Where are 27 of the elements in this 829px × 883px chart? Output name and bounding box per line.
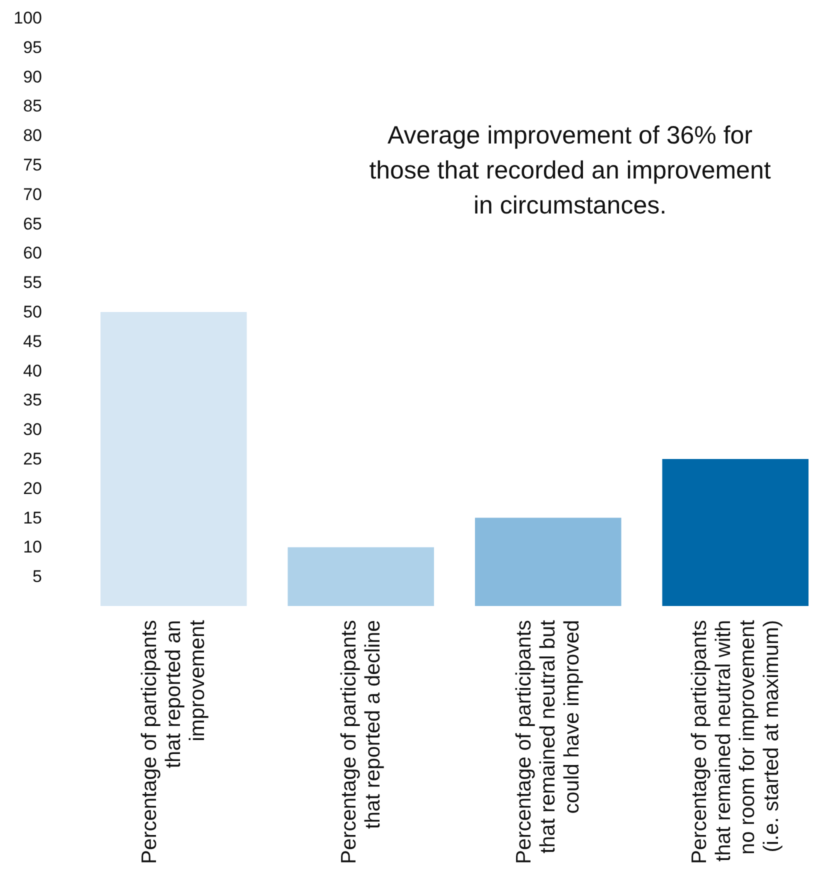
y-tick-label: 35 [23, 390, 42, 410]
y-tick-label: 40 [23, 361, 42, 380]
bar [662, 459, 809, 606]
y-tick-label: 70 [23, 184, 42, 204]
y-tick-label: 90 [23, 67, 42, 86]
y-tick-label: 15 [23, 508, 42, 528]
y-tick-label: 45 [23, 332, 42, 351]
y-tick-label: 100 [14, 8, 42, 28]
x-tick-label: Percentage of participants that reported an improvement [138, 620, 210, 864]
y-tick-label: 75 [23, 156, 42, 174]
y-tick-label: 25 [23, 450, 42, 468]
bar [288, 547, 434, 606]
y-tick-label: 30 [23, 420, 42, 440]
x-tick-label: Percentage of participants that remained neutral with no room for improvement (i.e. started at maximum) [688, 620, 783, 864]
y-tick-label: 55 [23, 273, 42, 292]
bar [474, 518, 622, 606]
y-tick-label: 5 [32, 567, 42, 586]
y-tick-label: 85 [23, 96, 42, 116]
y-tick-label: 50 [23, 302, 42, 322]
y-tick-label: 60 [23, 244, 42, 263]
y-tick-label: 20 [23, 478, 42, 498]
y-tick-label: 80 [23, 126, 42, 146]
y-tick-label: 95 [23, 38, 42, 57]
y-tick-label: 10 [23, 538, 42, 557]
annotation: Average improvement of 36% for those that recorded an improvement in circumstances. [369, 122, 771, 220]
y-tick-label: 65 [23, 214, 42, 234]
bar [100, 312, 247, 606]
